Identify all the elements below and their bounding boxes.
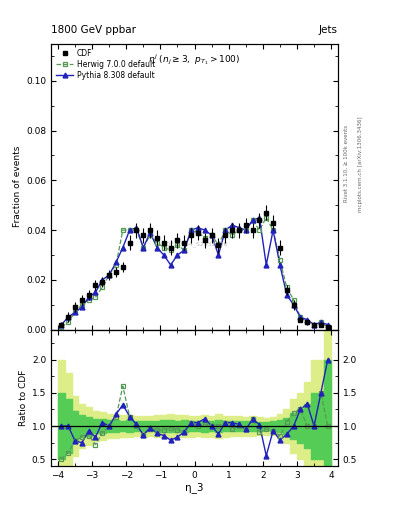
- Text: Rivet 3.1.10, ≥ 100k events: Rivet 3.1.10, ≥ 100k events: [344, 125, 349, 202]
- Text: 1800 GeV ppbar: 1800 GeV ppbar: [51, 25, 136, 35]
- X-axis label: η_3: η_3: [185, 482, 204, 494]
- Y-axis label: Fraction of events: Fraction of events: [13, 146, 22, 227]
- Text: $\eta^{j}$ ($n_{j} \geq 3,\ p_{T_{1}}>100$): $\eta^{j}$ ($n_{j} \geq 3,\ p_{T_{1}}>10…: [149, 52, 241, 67]
- Legend: CDF, Herwig 7.0.0 default, Pythia 8.308 default: CDF, Herwig 7.0.0 default, Pythia 8.308 …: [55, 47, 157, 81]
- Y-axis label: Ratio to CDF: Ratio to CDF: [19, 370, 28, 426]
- Text: mcplots.cern.ch [arXiv:1306.3436]: mcplots.cern.ch [arXiv:1306.3436]: [358, 116, 363, 211]
- Text: Jets: Jets: [319, 25, 338, 35]
- Text: CDF_1994_S2952106: CDF_1994_S2952106: [162, 241, 228, 247]
